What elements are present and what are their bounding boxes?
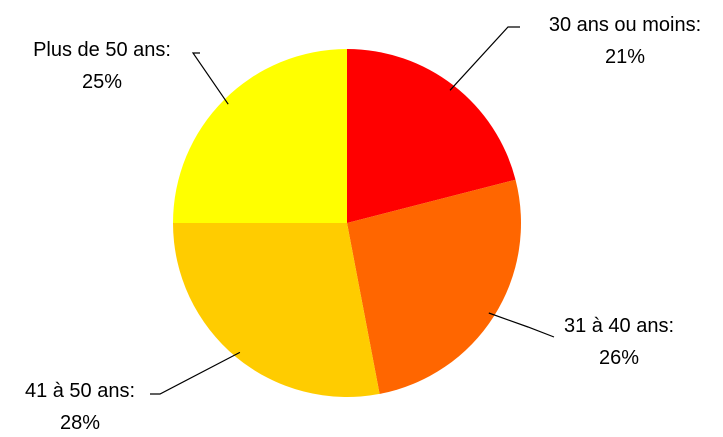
slice-value-30-ans-ou-moins: 21% [605,46,645,68]
pie-slice-31-a-40-ans [347,179,521,394]
slice-label-plus-de-50-ans: Plus de 50 ans: [33,39,171,61]
leader-line-30-ans-ou-moins [449,26,520,91]
slice-label-31-a-40-ans: 31 à 40 ans: [564,315,674,337]
pie-slice-30-ans-ou-moins [347,49,516,223]
slice-label-30-ans-ou-moins: 30 ans ou moins: [549,14,701,36]
leader-line-plus-de-50-ans [191,52,229,105]
leader-line-31-a-40-ans [488,312,555,338]
slice-value-plus-de-50-ans: 25% [82,71,122,93]
slice-value-31-a-40-ans: 26% [599,347,639,369]
slice-label-41-a-50-ans: 41 à 50 ans: [25,380,135,402]
pie-slice-41-a-50-ans [173,223,380,398]
pie-slice-plus-de-50-ans [173,49,347,223]
leader-line-41-a-50-ans [150,351,241,395]
pie-slices [173,49,521,398]
slice-value-41-a-50-ans: 28% [60,412,100,434]
leader-lines [150,26,555,395]
